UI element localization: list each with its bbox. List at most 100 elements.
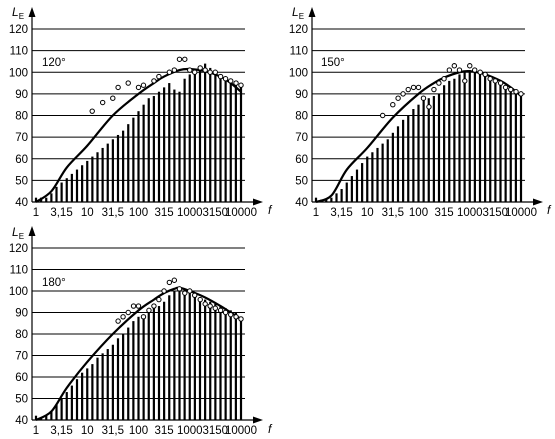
x-tick-label: 10000 [225,207,257,219]
bar-400 [448,80,451,202]
bars [314,67,523,203]
x-tick-label: 1 [33,425,39,437]
bar-80 [132,321,135,420]
bar-160 [147,310,150,420]
bar-250 [437,93,441,202]
bar-6300 [229,310,232,420]
bar-800 [183,78,186,202]
x-tick-label: 315 [154,207,173,219]
bar-8 [81,165,84,202]
bar-315 [443,85,446,202]
bar-63 [407,115,410,202]
bar-10000 [239,316,243,420]
marker-point [222,76,229,82]
marker-point [115,318,121,324]
marker-point [192,69,198,75]
bar-2000 [484,74,487,202]
marker-point [233,314,239,320]
bar-1 [34,197,38,202]
bar-200 [152,96,155,202]
marker-point [513,89,519,95]
bar-5000 [504,85,507,202]
marker-point [197,65,203,71]
bar-31,5 [111,139,114,202]
x-tick-label: 31,5 [102,207,124,219]
y-tick-label: 90 [15,308,28,320]
bar-1250 [193,70,196,203]
marker-point [518,91,524,97]
marker-point [146,307,152,314]
bar-25 [106,143,109,202]
bar-16 [96,152,99,202]
bar-1000 [468,70,471,203]
marker-point [379,112,386,119]
bar-4000 [499,83,502,202]
bar-125 [142,314,145,420]
marker-point [171,67,178,73]
marker-point [125,309,131,316]
marker-point [400,91,406,97]
marker-point [156,296,162,303]
bar-10 [86,368,89,420]
y-tick-label: 70 [295,132,308,144]
chart-panel-120: LE f 120° 40 50 60 70 80 90 100 110 120 1 3,15 10 3… [9,5,273,219]
marker-point [140,314,147,320]
y-axis-arrow [308,7,316,17]
marker-point [217,73,224,80]
marker-point [436,80,442,86]
marker-point [410,84,417,91]
bar-500 [173,89,176,202]
x-tick-label: 1000 [177,425,203,437]
bar-31,5 [391,132,394,202]
bars [34,286,243,420]
x-tick-label: 1 [33,207,39,219]
bar-160 [147,98,150,202]
bar-20 [101,147,104,202]
marker-point [405,86,411,93]
bar-31,5 [111,344,114,420]
bar-4 [345,182,348,202]
y-tick-label: 40 [15,415,28,427]
y-tick-label: 80 [15,111,28,123]
x-tick-label: 100 [129,425,148,437]
y-tick-label: 60 [295,154,308,166]
marker-point [497,80,504,86]
bar-160 [427,98,430,202]
y-tick-label: 100 [9,286,28,298]
bar-3,15 [60,398,63,420]
x-axis-arrow [533,198,543,206]
y-tick-label: 120 [9,24,28,36]
bar-10000 [239,87,243,202]
bar-2500 [489,78,492,202]
bar-1600 [478,72,482,202]
x-axis-arrow [253,198,263,206]
marker-point [192,292,198,298]
axes [28,226,263,424]
bar-200 [152,308,155,420]
bar-630 [178,286,181,420]
marker-point [110,95,116,101]
marker-point [462,78,468,84]
y-axis-label: LE [12,5,24,21]
bar-10 [366,156,369,202]
bar-20 [101,353,104,420]
marker-point [482,71,488,78]
marker-point [431,86,437,93]
y-tick-label: 70 [15,132,28,144]
bar-100 [137,111,140,202]
x-axis-label: f [268,203,273,217]
bar-80 [132,117,135,202]
marker-point [487,76,493,82]
x-tick-label: 100 [409,207,428,219]
bar-8000 [234,83,237,202]
bar-5000 [224,308,227,420]
marker-point [212,305,218,311]
bar-80 [412,109,415,202]
y-tick-label: 90 [295,89,308,101]
x-tick-label: 10 [81,425,94,437]
y-tick-label: 40 [295,197,308,209]
y-tick-label: 110 [10,265,28,277]
axes [28,7,263,206]
bar-2,5 [335,193,338,202]
